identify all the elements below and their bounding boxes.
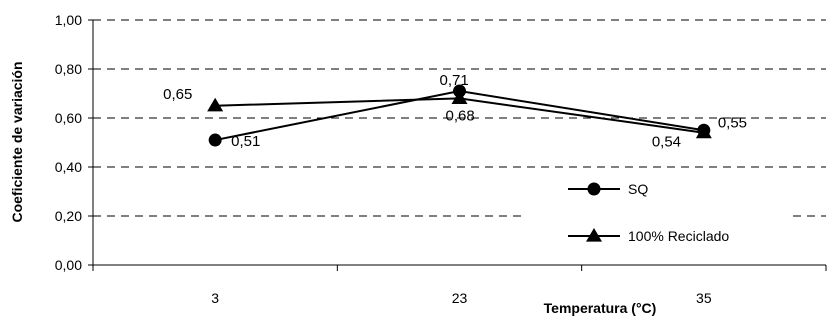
x-tick-label-0: 3 [211,290,219,306]
data-label-s0-p2: 0,55 [718,114,747,131]
x-axis-title: Temperatura (°C) [544,300,657,316]
legend-label-1: 100% Reciclado [628,228,729,244]
x-tick-label-1: 23 [452,290,468,306]
series-1-point-1 [451,90,468,104]
y-tick-label-3: 0,60 [55,110,82,126]
y-tick-label-0: 0,00 [55,257,82,273]
y-tick-label-5: 1,00 [55,12,82,28]
legend: SQ 100% Reciclado [524,168,792,264]
series-group [207,84,712,147]
legend-background [524,168,792,264]
data-label-s1-p0: 0,65 [163,86,192,103]
legend-label-0: SQ [628,181,648,197]
y-tick-label-2: 0,40 [55,159,82,175]
data-label-s0-p1: 0,71 [440,72,469,89]
y-tick-label-4: 0,80 [55,61,82,77]
y-tick-label-1: 0,20 [55,208,82,224]
y-axis-title: Coeficiente de variación [9,61,25,222]
legend-marker-0 [587,182,601,196]
gridlines [93,19,826,217]
axes [92,20,826,266]
data-label-s1-p1: 0,68 [446,107,475,124]
x-tick-label-2: 35 [696,290,712,306]
y-ticks: 0,00 0,20 0,40 0,60 0,80 1,00 [55,12,93,273]
series-1-point-2 [695,124,712,139]
data-label-s1-p2: 0,54 [652,134,681,151]
series-1-point-0 [207,97,224,112]
data-labels: 0,51 0,71 0,55 0,65 0,68 0,54 [163,72,747,151]
series-1 [207,90,712,139]
legend-item-0: SQ [568,181,648,197]
legend-marker-1 [586,228,602,242]
legend-item-1: 100% Reciclado [568,228,729,244]
x-ticks: 3 23 35 [92,265,827,306]
data-label-s0-p0: 0,51 [231,133,260,150]
series-0-point-0 [208,133,222,147]
